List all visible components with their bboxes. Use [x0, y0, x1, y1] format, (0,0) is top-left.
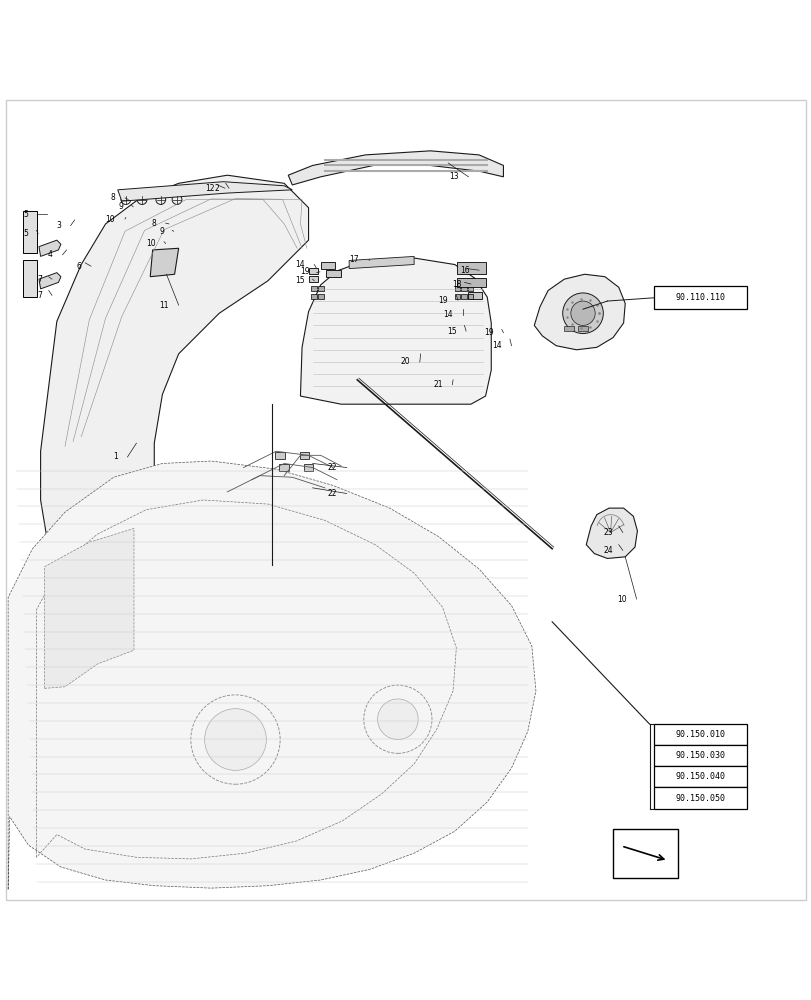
Text: 20: 20 [400, 357, 410, 366]
Bar [457, 262, 485, 274]
Bar [308, 268, 318, 274]
Bar [303, 464, 313, 471]
Bar [23, 260, 37, 297]
Bar [275, 452, 285, 459]
Bar [311, 286, 316, 291]
Polygon shape [150, 248, 178, 277]
Text: 14: 14 [294, 260, 304, 269]
Text: 15: 15 [446, 327, 456, 336]
Bar [318, 286, 324, 291]
Circle shape [562, 293, 603, 334]
Text: 8: 8 [110, 193, 115, 202]
Text: 1: 1 [113, 452, 118, 461]
Circle shape [377, 699, 418, 740]
Text: 8: 8 [151, 219, 156, 228]
Bar [461, 294, 466, 299]
Bar [467, 294, 473, 299]
Bar [653, 286, 746, 309]
Polygon shape [288, 151, 503, 185]
Polygon shape [534, 274, 624, 350]
Text: 10: 10 [105, 215, 115, 224]
Bar [653, 745, 746, 766]
Text: 14: 14 [443, 310, 453, 319]
Text: 19: 19 [483, 328, 493, 337]
Circle shape [204, 709, 266, 770]
Text: 6: 6 [76, 262, 81, 271]
Bar [461, 286, 466, 291]
Polygon shape [118, 182, 292, 201]
Bar [318, 294, 324, 299]
Polygon shape [300, 258, 491, 404]
Bar [311, 294, 316, 299]
Text: 16: 16 [459, 266, 469, 275]
Polygon shape [41, 175, 308, 565]
Text: 5: 5 [24, 210, 28, 219]
Text: 13: 13 [448, 172, 458, 181]
Bar [653, 787, 746, 809]
Text: 10: 10 [146, 239, 156, 248]
Polygon shape [586, 508, 637, 558]
Text: 11: 11 [159, 301, 169, 310]
Polygon shape [39, 240, 61, 256]
Bar [467, 280, 482, 286]
Bar [454, 286, 460, 291]
Bar [308, 276, 318, 282]
Text: 12: 12 [205, 184, 215, 193]
Text: 90.150.040: 90.150.040 [675, 772, 724, 781]
Text: 15: 15 [294, 276, 304, 285]
Text: 18: 18 [451, 280, 461, 289]
Text: 24: 24 [603, 546, 612, 555]
Text: 5: 5 [24, 229, 28, 238]
Bar [653, 724, 746, 745]
Bar [467, 286, 473, 291]
Text: 17: 17 [349, 255, 358, 264]
Bar [299, 452, 309, 459]
Bar [564, 326, 573, 331]
Polygon shape [8, 461, 535, 890]
Polygon shape [39, 273, 61, 289]
Bar [612, 829, 677, 878]
Text: 10: 10 [616, 595, 626, 604]
Polygon shape [45, 528, 134, 688]
Text: 90.150.010: 90.150.010 [675, 730, 724, 739]
Text: 7: 7 [37, 291, 42, 300]
Bar [23, 211, 37, 253]
Bar [653, 766, 746, 787]
Text: 3: 3 [56, 221, 61, 230]
Text: 90.110.110: 90.110.110 [675, 293, 724, 302]
Text: 7: 7 [37, 275, 42, 284]
Text: 4: 4 [48, 250, 53, 259]
Bar [326, 270, 341, 277]
Bar [279, 464, 289, 471]
Bar [454, 294, 460, 299]
Bar [467, 292, 482, 299]
Bar [577, 326, 587, 331]
Text: 23: 23 [603, 528, 612, 537]
Bar [320, 262, 335, 269]
Text: 19: 19 [300, 267, 310, 276]
Text: 14: 14 [491, 341, 501, 350]
Bar [457, 278, 485, 287]
Circle shape [570, 301, 594, 325]
Text: 2: 2 [214, 184, 219, 193]
Text: 22: 22 [327, 463, 337, 472]
Text: 90.150.050: 90.150.050 [675, 794, 724, 803]
Text: 21: 21 [432, 380, 442, 389]
Text: 9: 9 [118, 202, 123, 211]
Text: 90.150.030: 90.150.030 [675, 751, 724, 760]
Text: 19: 19 [438, 296, 448, 305]
Text: 9: 9 [159, 227, 164, 236]
Text: 22: 22 [327, 489, 337, 498]
Polygon shape [349, 256, 414, 269]
